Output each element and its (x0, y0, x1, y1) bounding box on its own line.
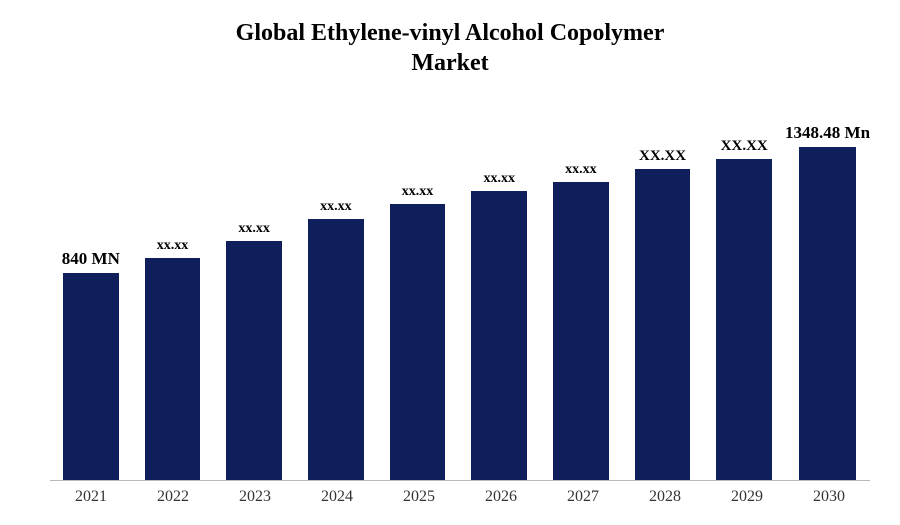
bar-value-label: xx.xx (320, 199, 352, 215)
x-axis-label: 2023 (214, 488, 296, 506)
chart-title-line1: Global Ethylene-vinyl Alcohol Copolymer (0, 18, 900, 48)
bar-value-label: 840 MN (62, 249, 120, 269)
bar-slot: xx.xx (377, 110, 459, 480)
x-axis-label: 2029 (706, 488, 788, 506)
x-axis-label: 2028 (624, 488, 706, 506)
bar-value-label: xx.xx (238, 221, 270, 237)
bar (471, 191, 527, 480)
bar (635, 169, 691, 480)
x-axis-label: 2022 (132, 488, 214, 506)
bar-value-label: xx.xx (157, 238, 189, 254)
bar-slot: xx.xx (295, 110, 377, 480)
chart-container: Global Ethylene-vinyl Alcohol Copolymer … (0, 0, 900, 525)
chart-title-line2: Market (0, 48, 900, 78)
bar (63, 273, 119, 480)
bar (716, 159, 772, 480)
bar (799, 147, 857, 480)
x-axis-label: 2024 (296, 488, 378, 506)
bar-value-label: XX.XX (721, 138, 768, 155)
bar-slot: 840 MN (50, 110, 132, 480)
bar-slot: XX.XX (622, 110, 704, 480)
bar-value-label: xx.xx (402, 184, 434, 200)
bar-slot: xx.xx (132, 110, 214, 480)
bar-value-label: 1348.48 Mn (785, 123, 870, 143)
bar (553, 182, 609, 480)
chart-title: Global Ethylene-vinyl Alcohol Copolymer … (0, 0, 900, 78)
bar (226, 241, 282, 480)
x-axis-label: 2027 (542, 488, 624, 506)
bar-slot: 1348.48 Mn (785, 110, 870, 480)
bars-row: 840 MN xx.xx xx.xx xx.xx xx.xx xx.xx xx.xx XX.X… (50, 110, 870, 480)
bar-slot: xx.xx (213, 110, 295, 480)
x-axis-label: 2021 (50, 488, 132, 506)
bar-slot: XX.XX (703, 110, 785, 480)
x-axis-label: 2025 (378, 488, 460, 506)
bar-slot: xx.xx (540, 110, 622, 480)
x-axis-label: 2030 (788, 488, 870, 506)
bar (145, 258, 201, 480)
bar (308, 219, 364, 480)
plot-area: 840 MN xx.xx xx.xx xx.xx xx.xx xx.xx xx.xx XX.X… (50, 110, 870, 480)
bar-value-label: xx.xx (565, 162, 597, 178)
x-axis-labels: 2021202220232024202520262027202820292030 (50, 488, 870, 506)
bar-slot: xx.xx (458, 110, 540, 480)
bar-value-label: XX.XX (639, 148, 686, 165)
x-axis-label: 2026 (460, 488, 542, 506)
x-axis-line (50, 480, 870, 481)
bar-value-label: xx.xx (483, 171, 515, 187)
bar (390, 204, 446, 480)
